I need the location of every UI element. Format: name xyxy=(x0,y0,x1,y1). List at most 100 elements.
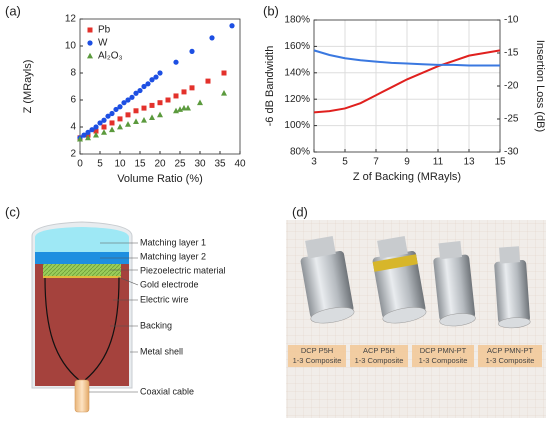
point xyxy=(77,135,83,142)
point xyxy=(81,132,87,138)
leader-lines xyxy=(89,242,139,393)
y2-tick-label: -15 xyxy=(504,48,519,59)
gold-electrode xyxy=(43,276,121,278)
legend-label: Pb xyxy=(98,25,111,36)
y2-tick-label: -20 xyxy=(504,81,519,92)
coaxial-cable xyxy=(74,379,90,413)
y-tick-label: 120% xyxy=(284,94,310,105)
diagram-label: Piezoelectric material xyxy=(140,265,226,275)
point xyxy=(181,89,187,95)
point xyxy=(173,59,179,65)
point xyxy=(221,90,227,96)
point xyxy=(149,102,155,108)
point xyxy=(141,83,147,90)
probe xyxy=(433,241,476,327)
panel-label: (d) xyxy=(292,204,308,219)
probe xyxy=(372,235,427,324)
point xyxy=(141,117,147,123)
y-tick-label: 12 xyxy=(65,14,77,25)
x-tick-label: 5 xyxy=(342,157,348,168)
y-axis-label: Z (MRayls) xyxy=(22,60,34,114)
x-tick-label: 10 xyxy=(114,159,126,170)
point xyxy=(133,118,139,124)
probe-label: 1-3 Composite xyxy=(355,356,404,365)
x-tick-label: 13 xyxy=(463,157,475,168)
legend-label: Al₂O₃ xyxy=(98,51,123,62)
point xyxy=(93,124,99,130)
legend-marker xyxy=(87,52,93,59)
y2-tick-label: -10 xyxy=(504,15,519,26)
y-tick-label: 10 xyxy=(65,41,77,52)
backing xyxy=(35,264,129,386)
y-tick-label: 180% xyxy=(284,15,310,26)
label-box xyxy=(478,345,542,367)
probe-label: DCP PMN-PT xyxy=(420,346,467,355)
legend-marker xyxy=(87,40,93,46)
y-tick-label: 2 xyxy=(70,149,76,160)
label-box xyxy=(288,345,346,367)
point xyxy=(173,93,179,99)
point xyxy=(85,134,91,141)
point xyxy=(101,129,107,135)
x-tick-label: 15 xyxy=(494,157,506,168)
point xyxy=(85,129,91,135)
point xyxy=(157,70,163,76)
line xyxy=(313,49,501,114)
point xyxy=(145,81,151,87)
point xyxy=(133,90,139,96)
point xyxy=(125,121,131,127)
piezo xyxy=(43,264,121,276)
x-tick-label: 7 xyxy=(373,157,379,168)
point xyxy=(149,77,155,83)
probe xyxy=(494,246,531,329)
diagram-label: Matching layer 1 xyxy=(140,237,206,247)
point xyxy=(189,85,195,91)
x-axis-label: Volume Ratio (%) xyxy=(117,173,203,185)
y2-axis-label: Insertion Loss (dB) xyxy=(534,40,546,132)
probe-label: DCP P5H xyxy=(301,346,333,355)
panel-label: (b) xyxy=(263,3,279,18)
point xyxy=(205,78,211,84)
probe-label: 1-3 Composite xyxy=(419,356,468,365)
point xyxy=(125,97,131,103)
label-box xyxy=(350,345,408,367)
x-tick-label: 25 xyxy=(174,159,186,170)
point xyxy=(165,97,171,103)
x-tick-label: 5 xyxy=(97,159,103,170)
point xyxy=(97,120,103,126)
point xyxy=(117,123,123,130)
diagram-label: Electric wire xyxy=(140,294,189,304)
x-tick-label: 40 xyxy=(234,159,246,170)
wire xyxy=(44,277,120,381)
probe-label: 1-3 Composite xyxy=(293,356,342,365)
point xyxy=(189,48,195,55)
diagram-label: Metal shell xyxy=(140,346,183,356)
point xyxy=(129,94,135,100)
panel-label: (c) xyxy=(5,204,20,219)
line xyxy=(313,49,500,67)
photo: DCP P5H 1-3 Composite ACP P5H 1-3 Compos… xyxy=(286,220,546,418)
y-tick-label: 4 xyxy=(70,122,76,133)
y-tick-label: 160% xyxy=(284,41,310,52)
matching-layer-1 xyxy=(35,227,129,252)
y-tick-label: 6 xyxy=(70,95,76,106)
point xyxy=(141,105,147,111)
diagram-label: Matching layer 2 xyxy=(140,251,206,261)
y-tick-label: 80% xyxy=(290,147,310,158)
x-tick-label: 30 xyxy=(194,159,206,170)
x-tick-label: 9 xyxy=(404,157,410,168)
point xyxy=(101,124,107,130)
point xyxy=(93,131,99,138)
point xyxy=(101,117,107,123)
x-tick-label: 15 xyxy=(134,159,146,170)
y-tick-label: 8 xyxy=(70,68,76,79)
point xyxy=(157,111,163,118)
matching-layer-2 xyxy=(35,252,129,264)
transducer-diagram: Matching layer 1 Matching layer 2 Piezoe… xyxy=(31,221,226,413)
plot-frame xyxy=(79,18,241,155)
point xyxy=(113,106,119,113)
point xyxy=(153,74,159,80)
probe xyxy=(300,235,355,324)
x-tick-label: 20 xyxy=(154,159,166,170)
